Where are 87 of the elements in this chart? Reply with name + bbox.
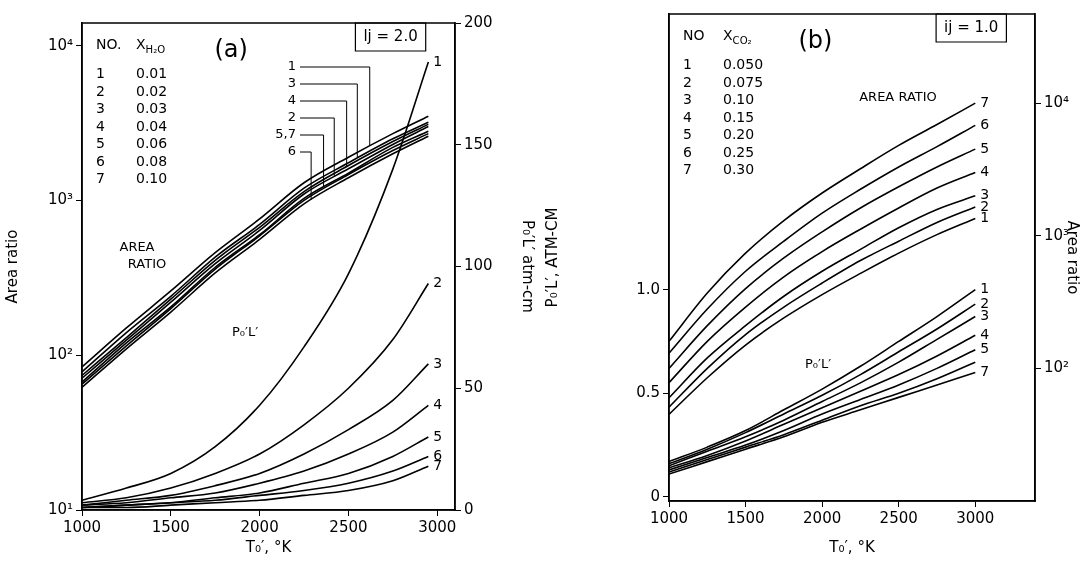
x-axis-title: T₀′, °K [244,537,293,556]
annotation: 1 [683,56,692,73]
series-label: 5 [980,139,990,156]
y2-tick-label: 150 [464,134,493,153]
series-label: 1 [433,52,443,69]
annotation: NO. [96,35,122,52]
x-tick-label: 3000 [418,517,457,536]
annotation: 2 [96,82,105,99]
annotation: 0.050 [723,56,764,73]
y-tick-label: 10³ [47,190,73,209]
y-tick-label: 10¹ [47,499,73,518]
x-tick-label: 2500 [879,508,918,527]
y2-tick-label: 50 [464,378,484,397]
y-tick-label: 10² [47,345,73,364]
annotation: AREA RATIO [859,89,937,105]
x-tick-label: 1500 [151,517,190,536]
x-tick-label: 1500 [726,508,765,527]
annotation: 3 [287,75,297,91]
x-tick-label: 1000 [62,517,102,536]
annotation: 4 [96,117,105,134]
series-label: 4 [980,325,990,342]
annotation: 6 [683,143,692,160]
annotation: 0.03 [136,100,168,117]
y2-tick-label: 10² [1044,358,1070,377]
series-label: 1 [980,280,990,297]
annotation: 0.20 [723,126,755,143]
annotation: 4 [287,92,297,108]
text: (a) [214,35,248,64]
series-label: 1 [980,209,990,226]
annotation: 0.06 [136,135,168,152]
chart-subtitle: ij = 1.0 [944,17,999,36]
x-axis-title: T₀′, °K [828,537,876,556]
y2-axis-title: P₀′L′ atm-cm [519,220,538,313]
annotation: 4 [683,108,692,125]
annotation: 6 [287,143,297,159]
annotation: 1 [96,65,105,82]
series-label: 4 [980,163,990,180]
annotation: 0.075 [723,73,764,90]
annotation: 0.02 [136,82,168,99]
annotation: 3 [96,100,105,117]
annotation: NO [683,26,705,43]
series-label: 7 [980,363,990,380]
annotation: 3 [683,91,692,108]
y2-tick-label: 200 [464,12,493,31]
annotation: 0.30 [723,161,755,178]
y2-tick-label: 0 [464,499,474,518]
y-tick-label: 1.0 [636,279,660,298]
series-label: 6 [980,115,990,132]
y2-tick-label: 100 [464,256,493,275]
annotation: 0.08 [136,152,168,169]
y-tick-label: 0 [650,486,660,505]
annotation: 0.01 [136,65,168,82]
x-tick-label: 2000 [240,517,279,536]
y-axis-title: Area ratio [2,229,21,304]
series-label: 2 [433,274,443,291]
x-tick-label: 2500 [329,517,368,536]
text: (b) [798,26,833,55]
annotation: 1 [287,58,297,74]
series-label: 5 [980,340,990,357]
annotation: P₀′L′ [804,356,832,372]
x-tick-label: 1000 [649,508,689,527]
x-tick-label: 3000 [956,508,995,527]
annotation: 2 [287,109,297,125]
annotation: AREA RATIO [119,239,167,272]
x-tick-label: 2000 [803,508,842,527]
chart-subtitle: lj = 2.0 [363,26,418,45]
annotation: 6 [96,152,105,169]
annotation: 5 [683,126,692,143]
annotation: 7 [683,161,692,178]
series-label: 3 [433,354,443,371]
annotation: P₀′L′ [231,324,259,340]
annotation: 0.10 [136,170,168,187]
series-label: 5 [433,427,443,444]
annotation: 5,7 [275,126,297,142]
annotation: 0.10 [723,91,755,108]
annotation: 2 [683,73,692,90]
series-label: 7 [980,93,990,110]
annotation: 0.25 [723,143,755,160]
series-label: 4 [433,395,443,412]
y-axis-title: P₀′L′, ATM-CM [542,207,561,308]
annotation: 7 [96,170,105,187]
annotation: 0.04 [136,117,168,134]
annotation: 0.15 [723,108,755,125]
y2-tick-label: 10⁴ [1044,93,1070,112]
y-tick-label: 0.5 [636,383,660,402]
y-tick-label: 10⁴ [47,35,73,54]
annotation: 5 [96,135,105,152]
